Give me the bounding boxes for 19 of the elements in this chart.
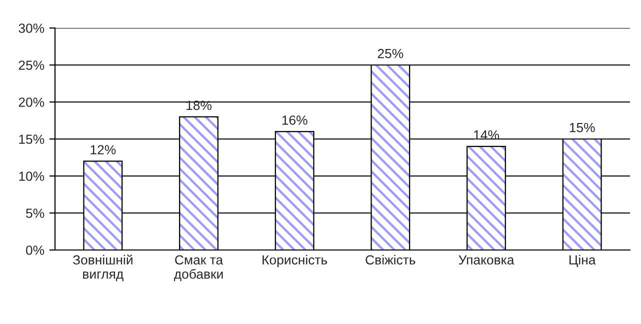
- y-tick-label: 25%: [18, 60, 44, 70]
- x-tick-label: Ціна: [570, 254, 596, 268]
- x-tick-label: Смак та добавки: [174, 255, 224, 282]
- data-label: 16%: [282, 115, 308, 125]
- y-tick-label: 30%: [18, 24, 44, 33]
- x-tick-label: Корисність: [262, 254, 328, 268]
- y-tick-label: 5%: [26, 208, 44, 218]
- y-tick-label: 10%: [19, 172, 44, 181]
- data-label: 12%: [90, 145, 116, 154]
- data-label: 18%: [186, 100, 212, 110]
- x-tick-label: Упаковка: [458, 255, 514, 265]
- data-label: 14%: [474, 130, 499, 140]
- y-tick-label: 15%: [19, 134, 44, 144]
- x-tick-label: Зовнішній вигляд: [72, 254, 132, 282]
- x-tick-label: Свіжість: [366, 254, 416, 265]
- data-label: 25%: [378, 48, 404, 58]
- y-tick-label: 0%: [26, 246, 44, 255]
- data-label: 15%: [570, 122, 595, 132]
- y-tick-label: 20%: [18, 98, 44, 107]
